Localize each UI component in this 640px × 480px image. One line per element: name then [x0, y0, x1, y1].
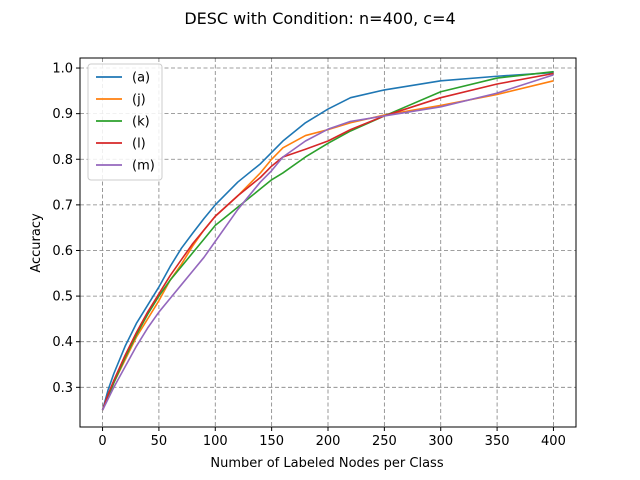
y-tick-label: 0.7 — [52, 198, 73, 213]
x-tick-label: 300 — [428, 434, 453, 449]
x-tick-label: 350 — [485, 434, 510, 449]
x-tick-label: 100 — [203, 434, 228, 449]
series-line-2 — [101, 70, 554, 411]
x-axis-label: Number of Labeled Nodes per Class — [210, 456, 443, 471]
y-tick-label: 0.3 — [52, 381, 73, 396]
y-tick-label: 0.4 — [52, 335, 73, 350]
legend-entry-label: (m) — [132, 159, 155, 174]
y-tick-label: 1.0 — [52, 62, 73, 77]
series-line-0 — [101, 71, 554, 411]
y-tick-label: 0.6 — [52, 244, 73, 259]
x-tick-label: 50 — [151, 434, 168, 449]
plot-area: 0 50 100 150 200 250 300 350 400 0.3 0.4 0.5 0.6 0.7 0… — [52, 57, 577, 449]
x-tick-label: 250 — [372, 434, 397, 449]
series-line-3 — [101, 72, 554, 411]
x-tick-label: 0 — [98, 434, 106, 449]
legend-entry-label: (l) — [132, 137, 146, 152]
x-tick-label: 400 — [541, 434, 566, 449]
legend: (a) (j) (k) (l) (m) — [87, 63, 163, 181]
y-tick-label: 0.9 — [52, 107, 73, 122]
y-tick-label: 0.8 — [52, 153, 73, 168]
chart-title: DESC with Condition: n=400, c=4 — [184, 9, 455, 28]
series-line-4 — [101, 74, 554, 411]
y-axis-label: Accuracy — [29, 213, 44, 273]
legend-entry-label: (a) — [132, 71, 150, 86]
legend-entry-label: (j) — [132, 93, 146, 108]
x-tick-label: 150 — [259, 434, 284, 449]
legend-box — [87, 63, 163, 181]
y-tick-label: 0.5 — [52, 290, 73, 305]
legend-entry-label: (k) — [132, 115, 150, 130]
x-tick-label: 200 — [316, 434, 341, 449]
